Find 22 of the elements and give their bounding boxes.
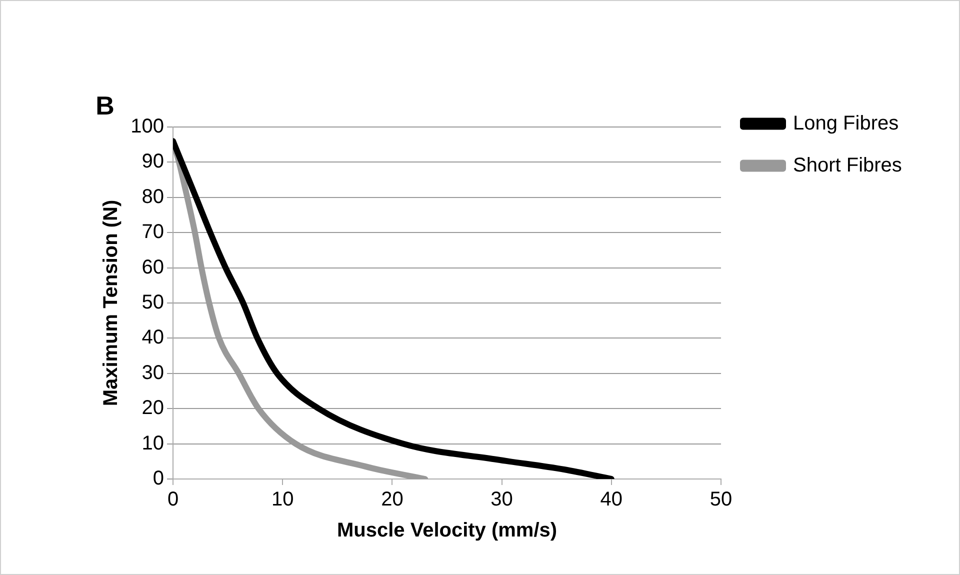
y-tick-label: 0: [152, 468, 164, 490]
y-tick-label: 30: [142, 362, 164, 384]
y-tick-label: 10: [142, 432, 164, 454]
legend-label: Long Fibres: [793, 112, 899, 134]
y-tick-label: 50: [142, 292, 164, 314]
x-tick-label: 30: [490, 488, 513, 511]
y-tick-label: 60: [142, 256, 164, 278]
chart-title: B: [96, 90, 114, 121]
y-axis-title: Maximum Tension (N): [100, 200, 122, 406]
x-tick-label: 40: [600, 488, 623, 511]
y-tick-label: 90: [142, 150, 164, 173]
x-tick-label: 50: [710, 488, 732, 511]
x-tick-label: 0: [167, 488, 179, 511]
y-tick-label: 40: [142, 326, 164, 349]
x-axis-title: Muscle Velocity (mm/s): [336, 520, 558, 542]
y-tick-label: 80: [142, 186, 164, 208]
x-tick-label: 10: [271, 488, 294, 511]
legend-label: Short Fibres: [793, 154, 902, 176]
y-tick-label: 100: [130, 116, 164, 138]
x-tick-label: 20: [381, 488, 404, 511]
y-tick-label: 20: [142, 397, 164, 420]
y-tick-label: 70: [142, 221, 164, 244]
